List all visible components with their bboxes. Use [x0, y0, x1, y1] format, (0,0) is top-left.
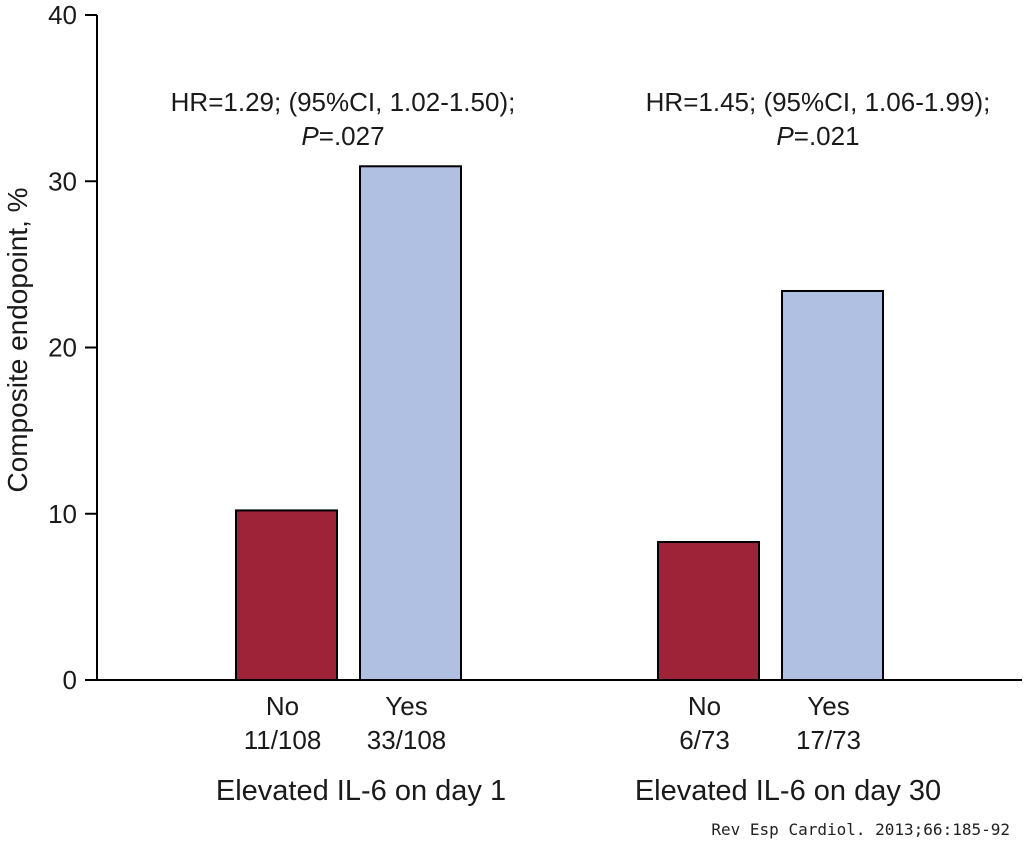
y-tick-label: 0: [63, 665, 77, 695]
count-label: 11/108: [244, 725, 322, 755]
group-label: Elevated IL-6 on day 1: [216, 775, 506, 807]
bar-no-group-2: [657, 541, 760, 682]
count-label: 6/73: [679, 725, 730, 755]
hr-annotation: HR=1.45; (95%CI, 1.06-1.99);: [646, 87, 991, 117]
p-value: =.027: [319, 121, 385, 151]
category-labels: No 11/108 Yes 33/108 No 6/73 Yes 17/73: [244, 691, 861, 755]
p-value-annotation: P=.027: [301, 121, 384, 151]
group-label: Elevated IL-6 on day 30: [635, 775, 941, 807]
y-axis-title: Composite endopoint, %: [2, 187, 33, 492]
hr-annotation: HR=1.29; (95%CI, 1.02-1.50);: [171, 87, 516, 117]
bar-yes-group-1: [359, 165, 462, 682]
bar-yes-group-2: [781, 289, 884, 681]
y-tick-label: 40: [48, 0, 77, 30]
p-symbol: P: [776, 121, 794, 151]
annotations: HR=1.29; (95%CI, 1.02-1.50);P=.027HR=1.4…: [171, 87, 991, 151]
count-label: 17/73: [796, 725, 861, 755]
category-label: Yes: [807, 691, 849, 721]
y-axis-ticks: 0 10 20 30 40: [48, 0, 97, 695]
y-tick-label: 20: [48, 333, 77, 363]
y-tick-label: 10: [48, 499, 77, 529]
citation: Rev Esp Cardiol. 2013;66:185-92: [711, 820, 1010, 839]
y-tick-label: 30: [48, 166, 77, 196]
bar-no-group-1: [235, 509, 338, 681]
p-value-annotation: P=.021: [776, 121, 859, 151]
category-label: No: [266, 691, 299, 721]
p-symbol: P: [301, 121, 319, 151]
category-label: Yes: [385, 691, 427, 721]
bars: [235, 165, 884, 682]
count-label: 33/108: [367, 725, 447, 755]
p-value: =.021: [794, 121, 860, 151]
category-label: No: [688, 691, 721, 721]
group-labels: Elevated IL-6 on day 1 Elevated IL-6 on d…: [216, 775, 941, 807]
